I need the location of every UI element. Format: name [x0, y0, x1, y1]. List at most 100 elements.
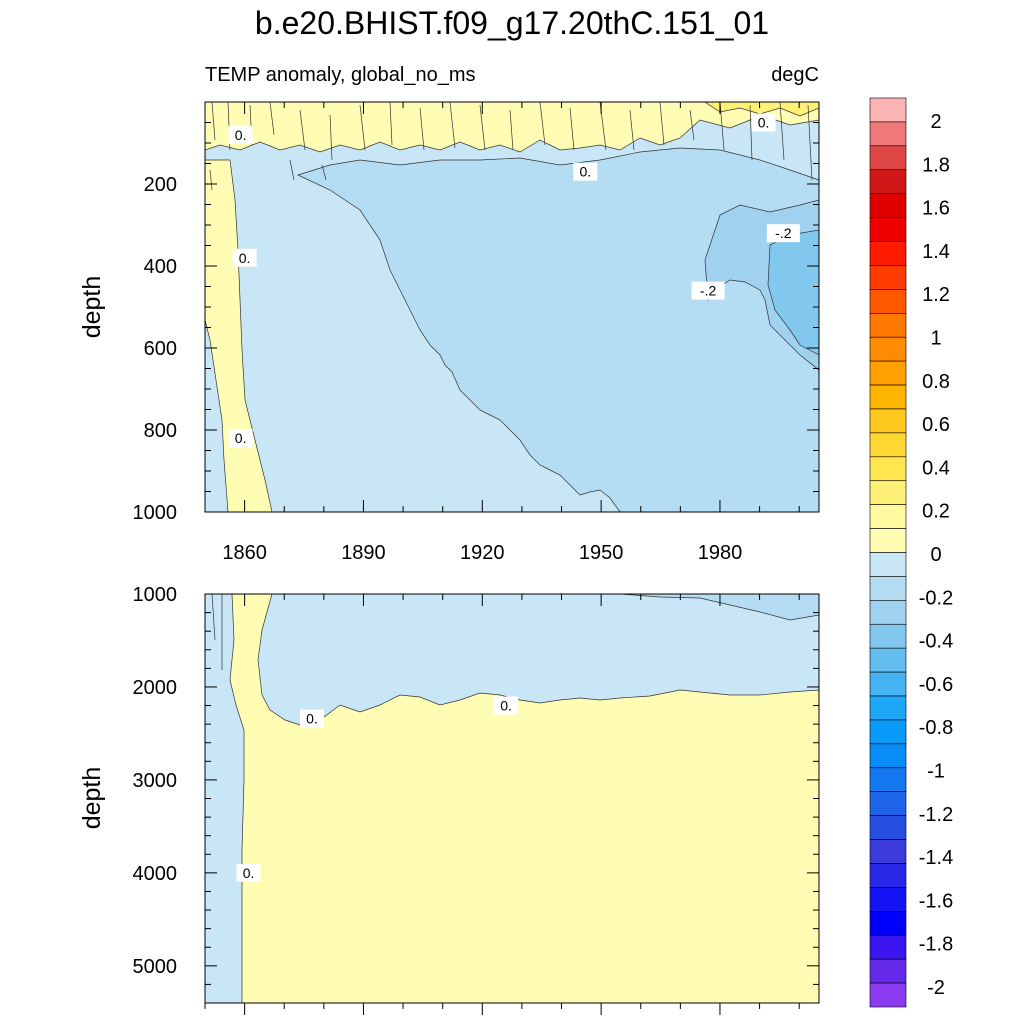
colorbar-swatch [869, 97, 907, 123]
bottom-panel-field [205, 594, 819, 1003]
top-x-tick-label: 1950 [579, 542, 624, 564]
top-y-tick-label: 200 [144, 174, 177, 196]
top-fill-warm-surface [205, 102, 819, 153]
colorbar-swatch [869, 169, 907, 194]
bottom-x-axis [204, 594, 800, 1015]
colorbar-swatch [869, 432, 907, 458]
colorbar-swatch [869, 265, 907, 290]
colorbar-level-label: 1.6 [922, 198, 950, 220]
colorbar-swatch [869, 600, 907, 625]
bottom-y-tick-label: 4000 [133, 863, 178, 885]
colorbar [869, 97, 907, 1008]
top-x-tick-label: 1860 [222, 542, 267, 564]
top-contour-label: 0. [579, 164, 591, 180]
top-contour-label-bg [232, 248, 257, 267]
bottom-contour-label: 0. [243, 865, 255, 881]
colorbar-level-label: -0.2 [919, 587, 953, 609]
bottom-contour-labels: 0. 0. 0. [236, 696, 519, 882]
colorbar-labels: 2 1.8 1.6 1.4 1.2 1 0.8 0.6 0.4 0.2 0 -0.2 -0.4 -0.6 -… [919, 111, 953, 999]
colorbar-swatch [869, 934, 907, 960]
bottom-fill-light-blue [257, 594, 819, 726]
top-contour-label: 0. [758, 115, 770, 131]
colorbar-level-label: 1.2 [922, 284, 950, 306]
top-y-tick-label: 400 [144, 256, 177, 278]
top-contour-label: 0. [235, 127, 247, 143]
chart-title: b.e20.BHIST.f09_g17.20thC.151_01 [255, 5, 769, 41]
colorbar-swatch [869, 887, 907, 912]
top-contour-label-bg [766, 224, 800, 243]
top-fill-warm-lower-left [205, 159, 273, 512]
bottom-fill-deep-blue [619, 594, 819, 621]
colorbar-level-label: -1.4 [919, 847, 953, 869]
colorbar-swatch [869, 719, 907, 745]
top-contour-label-bg [228, 125, 253, 144]
colorbar-level-label: 1.4 [922, 241, 950, 263]
bottom-contour-label-bg [494, 696, 519, 715]
bottom-y-tick-label: 1000 [133, 584, 178, 606]
top-contour-label: -.2 [775, 225, 792, 241]
bottom-y-tick-label: 2000 [133, 677, 178, 699]
colorbar-swatch [869, 528, 907, 553]
top-contour-label: 0. [239, 250, 251, 266]
colorbar-level-label: 0.2 [922, 501, 950, 523]
colorbar-swatch [869, 145, 907, 171]
top-contour-label-bg [691, 281, 725, 300]
colorbar-swatch [869, 576, 907, 601]
top-y-tick-label: 800 [144, 420, 177, 442]
colorbar-swatch [869, 671, 907, 697]
bottom-y-tick-label: 5000 [133, 956, 178, 978]
bottom-contour-label-bg [236, 863, 261, 882]
top-y-tick-label: 600 [144, 338, 177, 360]
colorbar-level-label: 1 [930, 328, 941, 350]
bottom-y-tick-label: 3000 [133, 770, 178, 792]
colorbar-swatch [869, 743, 907, 769]
colorbar-level-label: 0.8 [922, 371, 950, 393]
bottom-contour-label-bg [299, 709, 324, 728]
colorbar-swatch [869, 480, 907, 505]
colorbar-swatch [869, 815, 907, 840]
top-y-tick-label: 1000 [133, 502, 178, 524]
top-contour-label-bg [573, 162, 598, 181]
colorbar-level-label: 2 [930, 111, 941, 133]
colorbar-swatch [869, 623, 907, 649]
colorbar-swatch [869, 360, 907, 386]
colorbar-level-label: -1.2 [919, 804, 953, 826]
colorbar-swatch [869, 552, 907, 577]
bottom-contour-label: 0. [500, 698, 512, 714]
colorbar-level-label: -1.6 [919, 890, 953, 912]
colorbar-level-label: 0.4 [922, 457, 950, 479]
colorbar-swatch [869, 695, 907, 721]
colorbar-swatch [869, 504, 907, 529]
top-panel-field [205, 102, 819, 512]
colorbar-swatch [869, 408, 907, 434]
top-x-tick-label: 1890 [341, 542, 386, 564]
top-fill-warm-upper-right [704, 102, 819, 117]
top-x-axis: 1860 1890 1920 1950 1980 [204, 102, 800, 564]
colorbar-swatch [869, 791, 907, 816]
colorbar-swatch [869, 982, 907, 1008]
colorbar-swatch [869, 289, 907, 314]
top-y-axis: 200 400 600 800 1000 [133, 122, 819, 524]
top-x-tick-label: 1980 [698, 542, 743, 564]
colorbar-swatch [869, 456, 907, 482]
colorbar-swatch [869, 241, 907, 266]
colorbar-level-label: -0.8 [919, 717, 953, 739]
colorbar-swatch [869, 839, 907, 864]
colorbar-level-label: -0.4 [919, 631, 953, 653]
colorbar-swatch [869, 121, 907, 147]
top-subtitle-left: TEMP anomaly, global_no_ms [205, 64, 476, 86]
top-contour-label-bg [228, 429, 253, 448]
top-x-tick-label: 1920 [460, 542, 505, 564]
colorbar-swatch [869, 336, 907, 362]
top-contour-lines [209, 102, 813, 512]
top-contour-label: -.2 [700, 283, 717, 299]
colorbar-level-label: -1 [927, 761, 945, 783]
bottom-y-axis-label: depth [78, 767, 106, 830]
colorbar-level-label: -2 [927, 977, 945, 999]
colorbar-swatch [869, 312, 907, 338]
bottom-fill-left-blue [205, 594, 245, 1003]
top-contour-label: 0. [235, 430, 247, 446]
top-subtitle-right: degC [771, 64, 819, 86]
colorbar-swatch [869, 217, 907, 242]
